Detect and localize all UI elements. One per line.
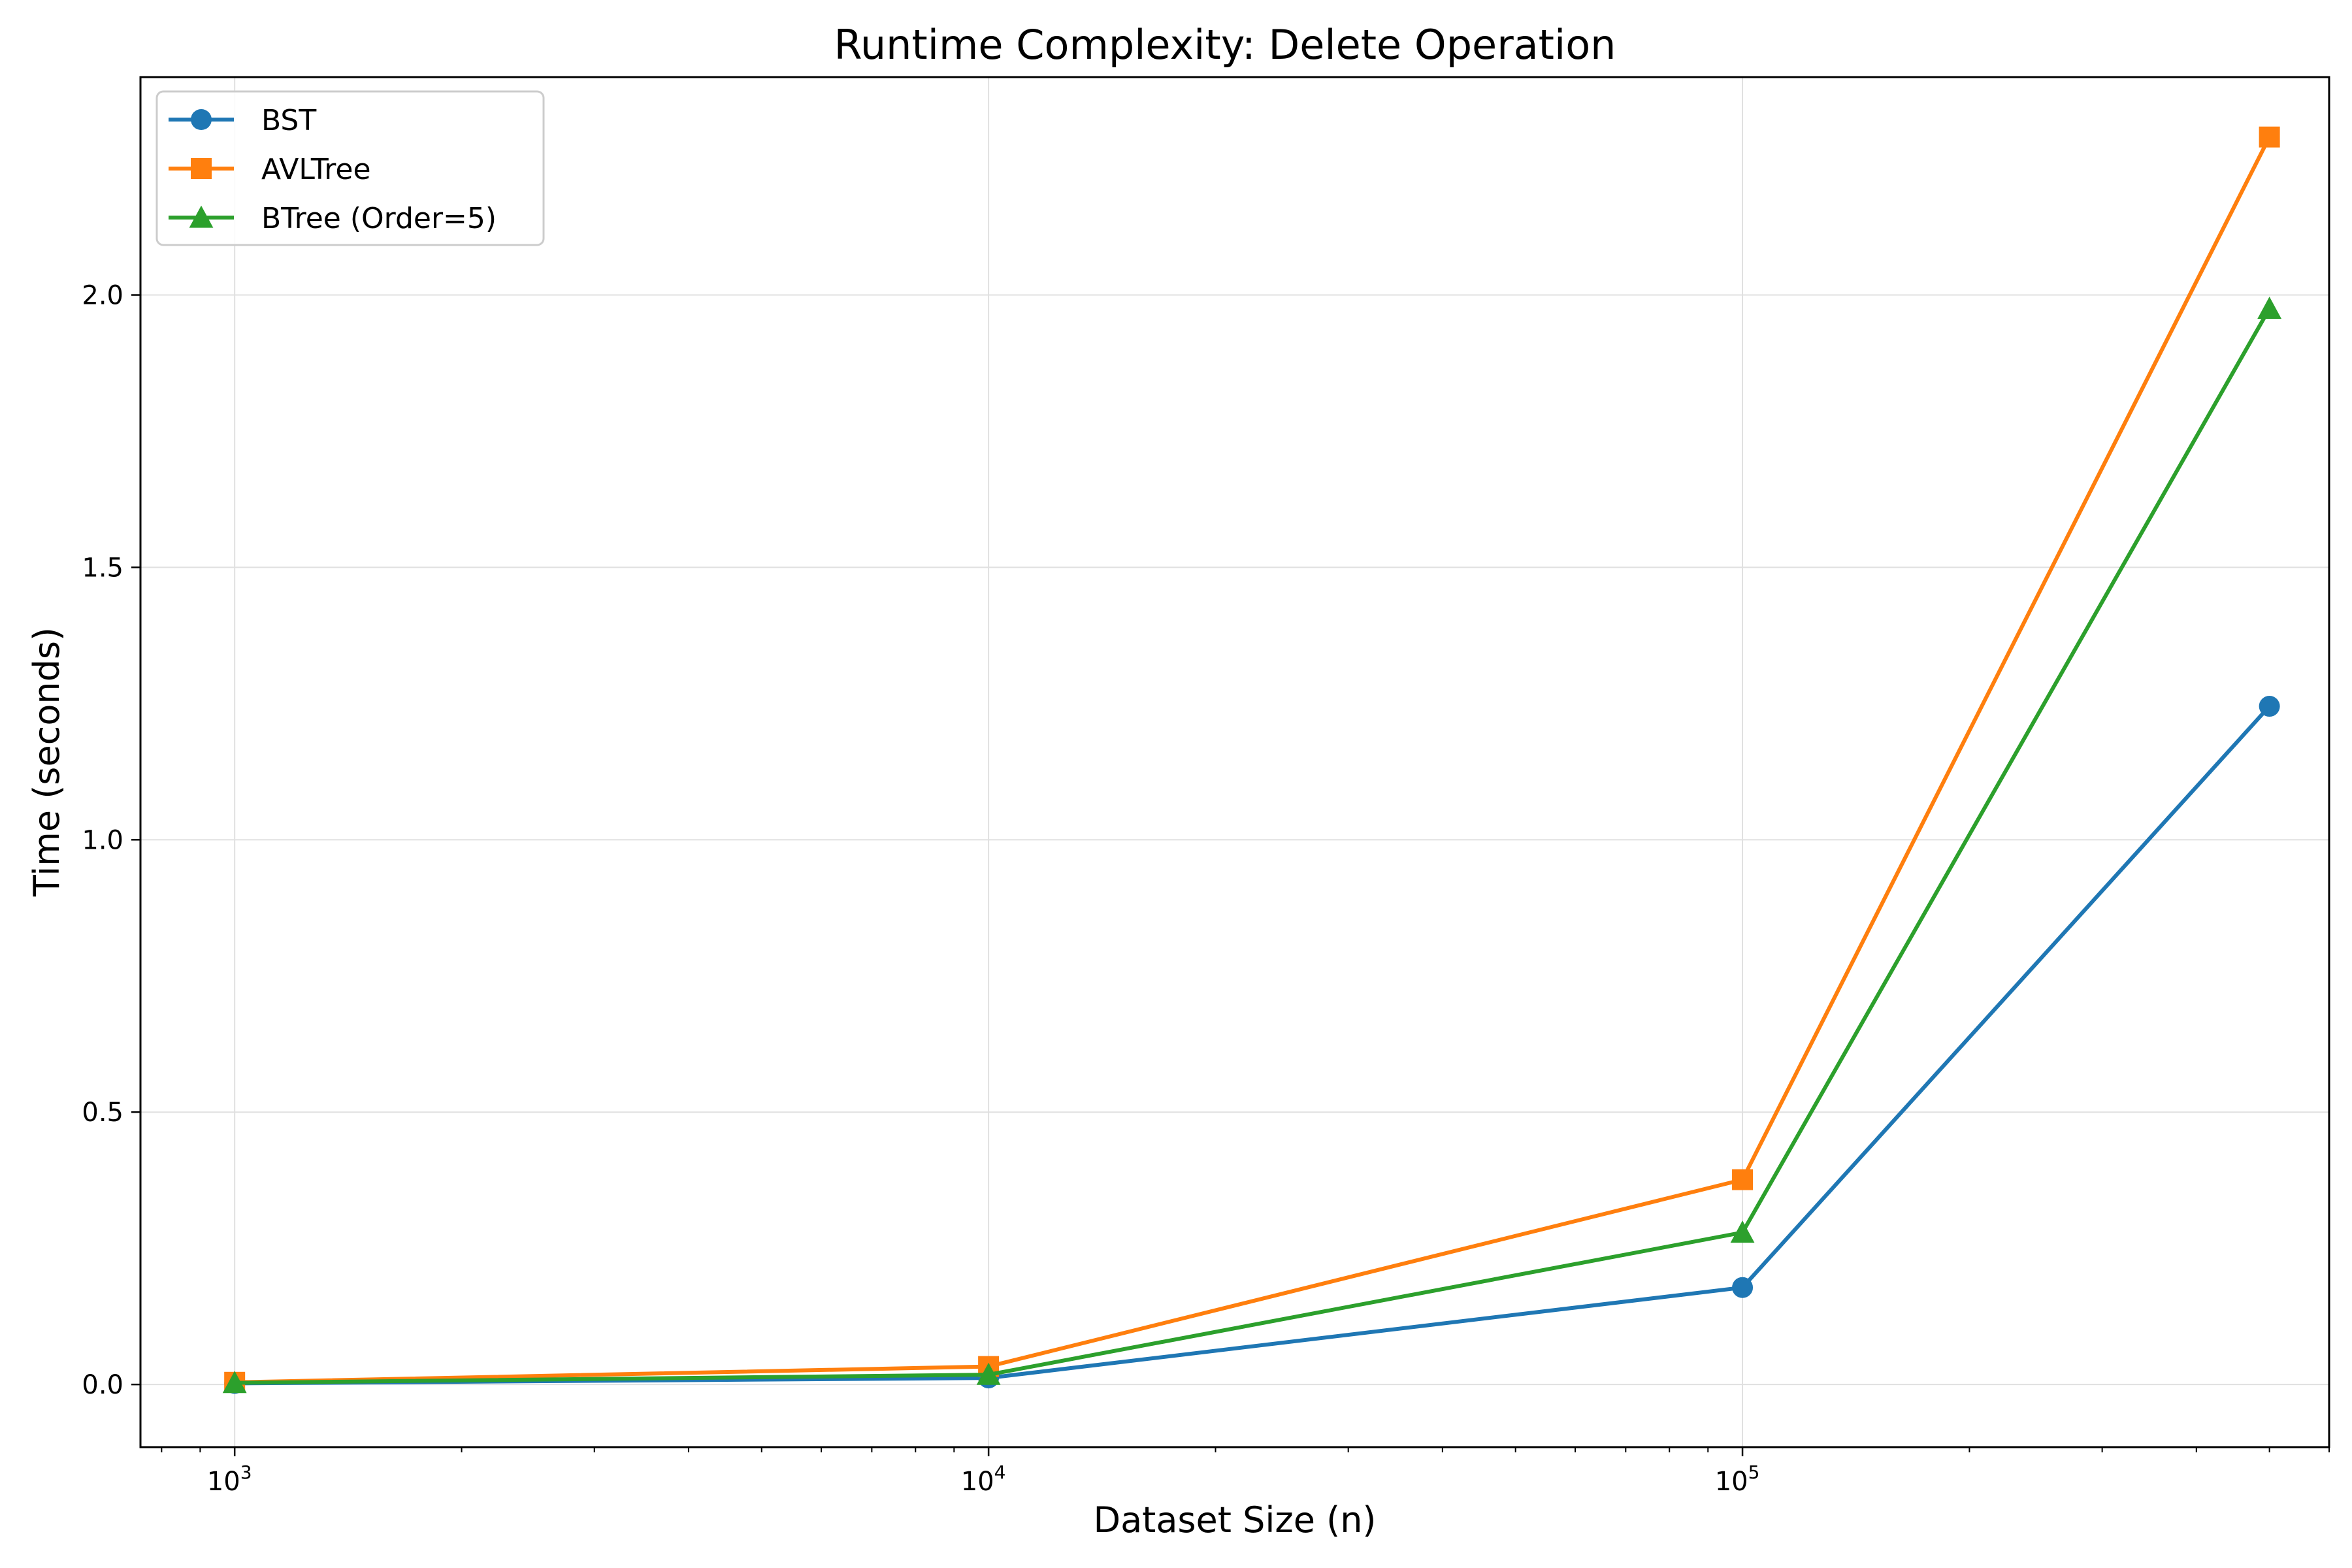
data-point: [2257, 296, 2282, 319]
y-axis-label: Time (seconds): [26, 627, 67, 897]
x-tick-base: 10: [1715, 1467, 1748, 1497]
y-tick-label: 1.0: [82, 825, 123, 855]
data-point: [189, 205, 214, 228]
legend-label: BTree (Order=5): [261, 202, 497, 235]
x-tick-label: 104: [961, 1462, 1006, 1497]
legend: BST AVLTree BTree (Order=5): [155, 90, 545, 246]
x-tick-label: 105: [1715, 1462, 1760, 1497]
x-tick-exponent: 5: [1748, 1462, 1760, 1483]
y-tick-label: 2.0: [82, 281, 123, 311]
y-tick-label: 1.5: [82, 553, 123, 583]
x-tick-base: 10: [961, 1467, 994, 1497]
x-tick-exponent: 4: [994, 1462, 1006, 1483]
legend-label: AVLTree: [261, 153, 371, 186]
data-point: [2259, 696, 2280, 717]
x-axis-label: Dataset Size (n): [1093, 1499, 1376, 1541]
legend-box: [155, 90, 545, 246]
series-line: [235, 136, 2272, 1384]
y-tick-label: 0.5: [82, 1098, 123, 1128]
chart-title: Runtime Complexity: Delete Operation: [834, 21, 1616, 69]
series-btree-order-5: [222, 296, 2282, 1394]
data-point: [1732, 1277, 1754, 1298]
data-point: [1730, 1220, 1755, 1243]
x-tick-exponent: 3: [240, 1462, 252, 1483]
data-point: [191, 109, 212, 130]
x-tick-label: 103: [207, 1462, 252, 1497]
data-point: [1732, 1169, 1754, 1190]
legend-item: BTree (Order=5): [169, 202, 497, 235]
series-line: [235, 307, 2272, 1385]
legend-item: BST: [169, 104, 316, 137]
data-point: [191, 158, 212, 179]
x-tick-base: 10: [207, 1467, 240, 1497]
plot-area-frame: [139, 76, 2330, 1448]
plot-series: [222, 126, 2282, 1394]
data-point: [2259, 126, 2280, 148]
data-point: [976, 1362, 1001, 1385]
data-point: [222, 1371, 247, 1394]
legend-label: BST: [261, 104, 316, 137]
legend-item: AVLTree: [169, 153, 371, 186]
y-tick-label: 0.0: [82, 1370, 123, 1400]
